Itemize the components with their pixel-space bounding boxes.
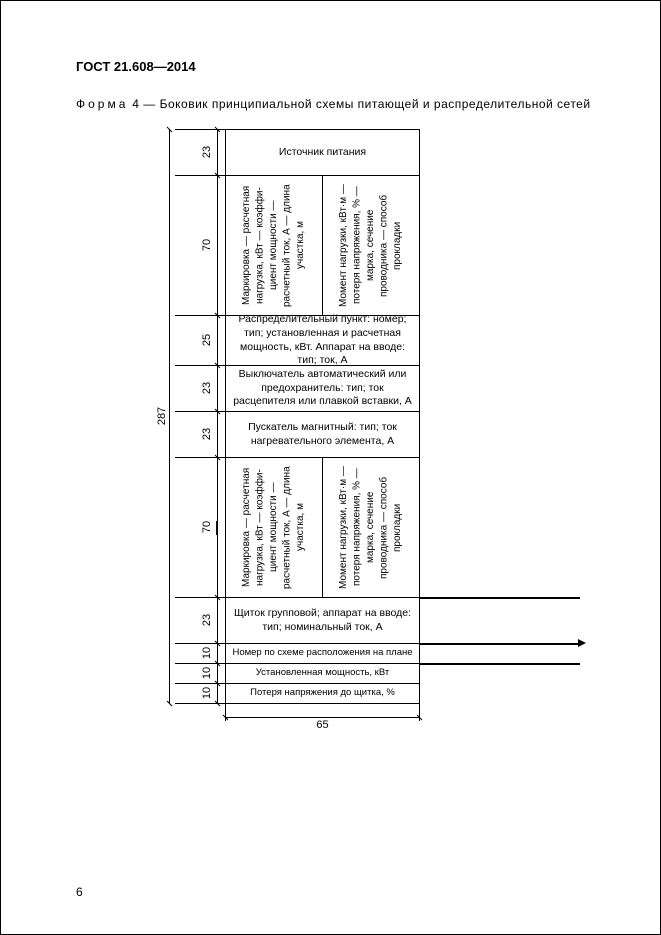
page-number: 6 — [76, 885, 83, 899]
ext-line — [420, 643, 580, 645]
table-row: Установленная мощность, кВт — [226, 664, 419, 684]
table-row: Маркировка — расчетная нагрузка, кВт — к… — [226, 458, 419, 598]
dim-label: 10 — [201, 647, 213, 659]
dim-label: 70 — [201, 239, 213, 251]
dim-ext-line — [175, 703, 235, 704]
vertical-text: Маркировка — расчетная нагрузка, кВт — к… — [240, 180, 308, 311]
dim-label: 25 — [201, 334, 213, 346]
split-right: Момент нагрузки, кВт·м — потеря напряжен… — [323, 458, 419, 597]
bottom-dim-label: 65 — [225, 719, 420, 731]
ext-line — [420, 663, 580, 665]
dim-total-line — [169, 129, 170, 703]
dim-label: 10 — [201, 667, 213, 679]
table-row: Источник питания — [226, 130, 419, 176]
vertical-text: Момент нагрузки, кВт·м — потеря напряжен… — [337, 180, 405, 311]
split-right: Момент нагрузки, кВт·м — потеря напряжен… — [323, 176, 419, 315]
row-dimensions: 23 70 25 23 23 70 23 10 10 10 — [203, 129, 225, 703]
bottom-dimension: 65 — [225, 717, 420, 731]
dim-label: 23 — [201, 146, 213, 158]
dim-label: 23 — [201, 428, 213, 440]
diagram-table: Источник питанияМаркировка — расчетная н… — [225, 129, 420, 703]
caption-number: 4 — [132, 97, 139, 111]
dim-label: 70 — [201, 521, 213, 533]
table-row: Номер по схеме расположения на плане — [226, 644, 419, 664]
table-row: Пускатель магнитный: тип; ток нагревател… — [226, 412, 419, 458]
dim-vext — [225, 703, 226, 721]
figure-caption: Форма 4 — Боковик принципиальной схемы п… — [76, 97, 620, 111]
ext-line — [420, 597, 580, 599]
caption-text: — Боковик принципиальной схемы питающей … — [143, 97, 590, 111]
table-row: Щиток групповой; аппарат на вводе: тип; … — [226, 598, 419, 644]
dim-label: 10 — [201, 687, 213, 699]
split-left: Маркировка — расчетная нагрузка, кВт — к… — [226, 458, 323, 597]
dim-label: 23 — [201, 382, 213, 394]
bottom-dim-line — [225, 717, 420, 718]
table-row: Выключатель автоматический или предохран… — [226, 366, 419, 412]
vertical-text: Маркировка — расчетная нагрузка, кВт — к… — [240, 462, 308, 593]
vertical-text: Момент нагрузки, кВт·м — потеря напряжен… — [337, 462, 405, 593]
form-diagram: Источник питанияМаркировка — расчетная н… — [191, 129, 451, 743]
total-dim-label: 287 — [156, 407, 168, 425]
split-left: Маркировка — расчетная нагрузка, кВт — к… — [226, 176, 323, 315]
table-row: Распределительный пункт: номер; тип; уст… — [226, 316, 419, 366]
document-page: ГОСТ 21.608—2014 Форма 4 — Боковик принц… — [0, 0, 661, 935]
dim-vline — [217, 129, 218, 703]
caption-prefix: Форма — [76, 97, 128, 111]
total-dimension: 287 — [161, 129, 191, 703]
table-row: Маркировка — расчетная нагрузка, кВт — к… — [226, 176, 419, 316]
table-row: Потеря напряжения до щитка, % — [226, 684, 419, 704]
dim-vext — [419, 703, 420, 721]
dim-label: 23 — [201, 614, 213, 626]
document-header: ГОСТ 21.608—2014 — [76, 59, 196, 74]
